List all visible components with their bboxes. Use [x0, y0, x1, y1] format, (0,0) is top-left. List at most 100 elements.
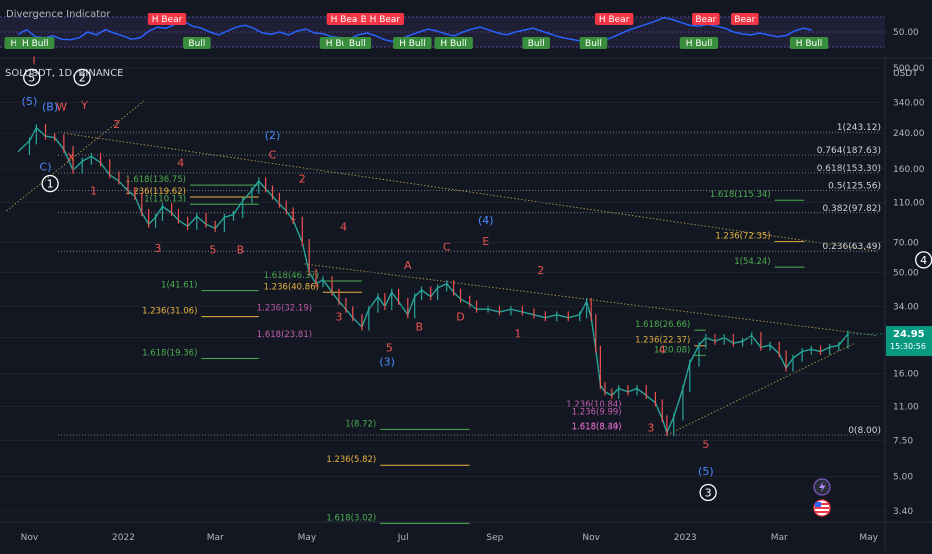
target-label: 1.236(72.35): [715, 232, 770, 242]
wave-label: 4: [177, 156, 184, 169]
target-label: 1(54.24): [734, 257, 770, 267]
wave-label: I: [32, 55, 35, 68]
bull-marker-label: Bull: [528, 39, 545, 49]
price-axis[interactable]: 3.405.007.5011.0016.0024.0034.0050.0070.…: [0, 64, 925, 517]
time-tick-label: Nov: [582, 533, 600, 543]
lightning-icon[interactable]: [813, 478, 831, 496]
wave-label-circle: [699, 483, 717, 502]
price-tick-label: 50.00: [893, 268, 919, 278]
bear-marker-label: H Bear: [599, 15, 630, 25]
wave-label: C: [443, 240, 451, 253]
price-tick-label: 160.00: [893, 165, 925, 175]
price-tick-label: 500.00: [893, 64, 925, 74]
price-tick-label: 70.00: [893, 239, 919, 249]
wave-label: D: [456, 311, 464, 324]
us-flag-icon[interactable]: [813, 499, 831, 517]
indicator-pane: Divergence Indicator 50.00 H Bull H Bull H…: [0, 9, 919, 49]
target-label: 1.236(10.84): [566, 400, 621, 410]
wave-label: (4): [478, 214, 494, 227]
wave-label: (5): [22, 95, 38, 108]
time-tick-label: 2022: [112, 533, 135, 543]
wave-label: A: [404, 259, 412, 272]
wave-label: 1: [90, 185, 97, 198]
target-label: 1.618(136.75): [125, 175, 186, 185]
target-label: 1.618(3.02): [326, 513, 376, 523]
bull-marker-badge: [522, 37, 550, 49]
target-label: 1.236(119.62): [125, 187, 186, 197]
bear-marker-badge: [147, 13, 187, 25]
price-tick-label: 5.00: [893, 473, 913, 483]
target-label: 1.236(5.82): [326, 455, 376, 465]
fib-level-label: 0(8.00): [848, 426, 881, 436]
price-tick-label: 34.00: [893, 303, 919, 313]
time-axis[interactable]: Nov 2022 Mar May Jul Sep Nov 2023 Mar May: [21, 533, 879, 543]
last-price-badge: 24.95 15:30:56: [886, 326, 932, 357]
bear-marker-badge: [365, 13, 405, 25]
wave-label: 4: [659, 344, 666, 357]
bull-marker-badge: [15, 37, 55, 49]
price-tick-label: 7.50: [893, 437, 913, 447]
wave-label: 5: [702, 438, 709, 451]
wave-label: 4: [340, 221, 347, 234]
bear-marker-badge: [594, 13, 634, 25]
wave-label: C): [40, 160, 52, 173]
target-label: 1(41.61): [161, 281, 197, 291]
target-label: 1.618(46.37): [264, 271, 319, 281]
wave-label: (B): [42, 100, 58, 113]
fib-level-label: 0.382(97.82): [822, 204, 881, 214]
wave-label: 2: [299, 172, 306, 185]
bull-marker-badge: [679, 37, 719, 49]
time-tick-label: Mar: [207, 533, 224, 543]
wave-label: 4: [920, 254, 927, 267]
wave-label: 3: [335, 311, 342, 324]
target-label: 1.618(19.36): [142, 349, 197, 359]
bear-marker-label: Bear: [695, 15, 716, 25]
bull-marker-label: Bull: [585, 39, 602, 49]
wave-label-circle: [73, 68, 91, 87]
target-label: 1(8.72): [345, 419, 376, 429]
wave-label: (2): [265, 129, 281, 142]
target-label: 1.236(31.06): [142, 307, 197, 317]
wave-label: C: [269, 149, 277, 162]
price-axis-currency: USDT: [893, 69, 918, 79]
price-tick-label: 3.40: [893, 507, 913, 517]
wave-label: 2: [113, 118, 120, 131]
wave-label: W: [56, 100, 67, 113]
time-tick-label: May: [859, 533, 878, 543]
trend-line: [6, 100, 145, 212]
wave-label: 1: [290, 210, 297, 223]
wave-label: E: [482, 235, 489, 248]
bull-marker-badge: [579, 37, 608, 49]
bull-marker-label: Bull: [188, 39, 205, 49]
wave-label: (5): [698, 465, 714, 478]
fib-level-label: 1(243.12): [837, 123, 881, 133]
fib-level-label: 0.236(63.49): [822, 242, 881, 252]
bull-marker-label: H Bull: [440, 39, 467, 49]
fib-level-label: 0.5(125.56): [828, 182, 881, 192]
wave-label: 3: [705, 486, 712, 499]
chart-title: SOLUSDT, 1D, BINANCE: [5, 68, 123, 79]
wave-label-circle: [41, 174, 59, 193]
bear-marker-badge: [731, 13, 759, 25]
wave-label: 1: [514, 327, 521, 340]
bull-marker-badge: [789, 37, 829, 49]
wave-label: B: [415, 320, 423, 333]
bull-marker-label: H Bull: [399, 39, 426, 49]
price-tick-label: 240.00: [893, 129, 925, 139]
indicator-title: Divergence Indicator: [6, 9, 111, 20]
target-label: 1.618(8.44): [572, 422, 622, 432]
target-label: 1.236(22.37): [635, 336, 690, 346]
bear-marker-badge: [692, 13, 720, 25]
time-tick-label: Nov: [21, 533, 39, 543]
wave-label: X: [67, 151, 75, 164]
indicator-line: [17, 16, 813, 44]
bull-marker-badge: [343, 37, 372, 49]
price-tick-label: 11.00: [893, 403, 919, 413]
last-price-badge-bg: [886, 326, 932, 357]
target-label: 1.236(32.19): [257, 303, 312, 313]
target-label: 1.618(26.66): [635, 320, 690, 330]
target-label: 1.618(23.81): [257, 330, 312, 340]
trend-line: [63, 132, 878, 252]
